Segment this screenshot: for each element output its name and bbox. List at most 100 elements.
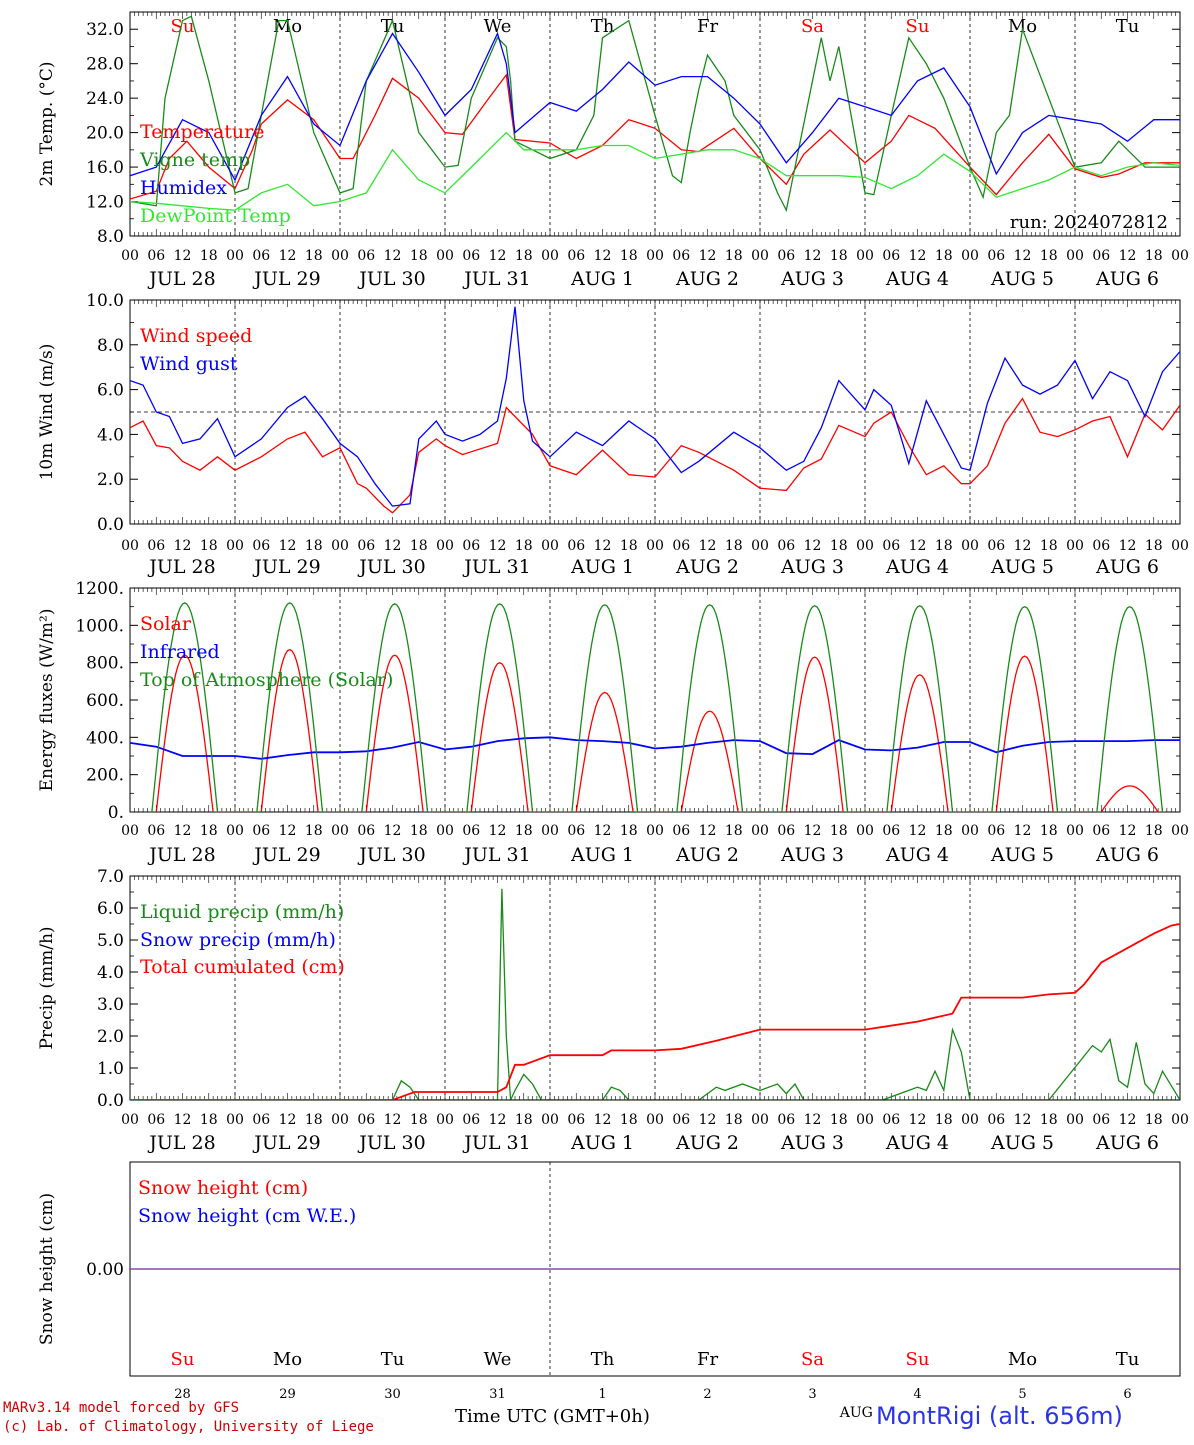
hour-label: 00	[961, 248, 979, 264]
y-axis-label: Energy fluxes (W/m²)	[37, 609, 57, 792]
hour-label: 06	[147, 1112, 165, 1128]
hour-label: 00	[226, 823, 244, 839]
hour-label: 00	[436, 248, 454, 264]
series-line-total-cumulated-cm-	[130, 923, 1180, 1100]
day-number-label: 2	[703, 1387, 711, 1402]
hour-label: 00	[541, 248, 559, 264]
date-label: AUG 6	[1095, 1132, 1159, 1154]
hour-label: 06	[987, 538, 1005, 554]
y-tick-label: 400.	[86, 728, 124, 748]
hour-label: 12	[594, 823, 612, 839]
weekday-label: Mo	[273, 1349, 302, 1370]
hour-label: 00	[646, 538, 664, 554]
hour-label: 00	[751, 823, 769, 839]
y-tick-label: 800.	[86, 654, 124, 674]
hour-label: 12	[909, 1112, 927, 1128]
hour-label: 00	[331, 538, 349, 554]
weekday-label: Sa	[801, 16, 824, 37]
y-axis-label: 10m Wind (m/s)	[37, 344, 57, 481]
day-number-label: 29	[279, 1387, 296, 1402]
hour-label: 12	[699, 823, 717, 839]
hour-label: 06	[1092, 538, 1110, 554]
hour-label: 18	[830, 538, 848, 554]
hour-label: 12	[804, 248, 822, 264]
hour-label: 00	[1171, 823, 1189, 839]
hour-label: 12	[279, 538, 297, 554]
hour-label: 12	[384, 248, 402, 264]
hour-label: 06	[252, 823, 270, 839]
date-label: AUG 5	[990, 844, 1054, 866]
y-tick-label: 600.	[86, 691, 124, 711]
weekday-label: Su	[906, 1349, 930, 1370]
weekday-label: Su	[171, 1349, 195, 1370]
hour-label: 00	[541, 1112, 559, 1128]
hour-label: 00	[1066, 1112, 1084, 1128]
panel-1: 8.0 12.0 16.0 20.0 24.0 28.0 32.0 2m Temp. (°C)…	[37, 11, 1189, 290]
hour-label: 06	[672, 538, 690, 554]
y-tick-label: 0.00	[86, 1260, 124, 1280]
day-number-label: 6	[1123, 1387, 1131, 1402]
y-tick-label: 28.0	[86, 55, 124, 75]
hour-label: 06	[357, 248, 375, 264]
hour-label: 00	[751, 538, 769, 554]
hour-label: 18	[515, 1112, 533, 1128]
hour-label: 06	[882, 538, 900, 554]
hour-label: 06	[987, 823, 1005, 839]
legend-entry: Snow height (cm)	[138, 1177, 308, 1199]
hour-label: 06	[567, 538, 585, 554]
series-group	[130, 602, 1180, 812]
hour-label: 00	[121, 823, 139, 839]
weekday-label: Tu	[1116, 16, 1140, 37]
y-tick-label: 5.0	[97, 931, 124, 951]
y-tick-label: 12.0	[86, 193, 124, 213]
date-label: JUL 28	[147, 844, 215, 866]
hour-label: 12	[174, 823, 192, 839]
hour-label: 00	[226, 538, 244, 554]
hour-label: 18	[1040, 248, 1058, 264]
weekday-label: Th	[591, 16, 615, 37]
hour-label: 06	[567, 248, 585, 264]
panel-3: 0. 200. 400. 600. 800. 1000. 1200. Energy fluxe…	[37, 579, 1189, 866]
hour-label: 12	[699, 538, 717, 554]
hour-label: 00	[1066, 823, 1084, 839]
hour-label: 18	[305, 1112, 323, 1128]
hour-label: 12	[1014, 1112, 1032, 1128]
hour-label: 00	[226, 1112, 244, 1128]
hour-label: 12	[804, 1112, 822, 1128]
hour-label: 00	[331, 1112, 349, 1128]
hour-label: 12	[804, 538, 822, 554]
hour-label: 00	[121, 1112, 139, 1128]
hour-label: 06	[252, 538, 270, 554]
hour-label: 00	[121, 538, 139, 554]
hour-label: 06	[252, 248, 270, 264]
hour-label: 00	[1171, 538, 1189, 554]
hour-label: 12	[699, 248, 717, 264]
series-line-infrared	[130, 736, 1180, 760]
legend-entry: Snow precip (mm/h)	[140, 929, 336, 951]
hour-label: 00	[121, 248, 139, 264]
weekday-label: Fr	[697, 1349, 718, 1370]
hour-label: 00	[1171, 1112, 1189, 1128]
date-label: JUL 31	[462, 556, 530, 578]
legend-entry: Humidex	[140, 177, 227, 199]
y-tick-label: 8.0	[97, 336, 124, 356]
hour-label: 12	[279, 823, 297, 839]
weekday-label: We	[484, 1349, 512, 1370]
weekday-label: Tu	[381, 16, 405, 37]
hour-label: 12	[489, 538, 507, 554]
hour-label: 18	[410, 1112, 428, 1128]
hour-label: 12	[909, 248, 927, 264]
y-tick-label: 6.0	[97, 899, 124, 919]
y-tick-label: 7.0	[97, 867, 124, 887]
plot-frame	[129, 11, 1181, 237]
y-tick-label: 0.0	[97, 515, 124, 535]
y-tick-label: 6.0	[97, 381, 124, 401]
hour-label: 18	[935, 538, 953, 554]
series-line-vigne-temp	[130, 15, 1180, 213]
hour-label: 18	[725, 823, 743, 839]
hour-label: 18	[515, 823, 533, 839]
hour-label: 06	[882, 823, 900, 839]
y-tick-label: 4.0	[97, 425, 124, 445]
hour-label: 12	[1119, 1112, 1137, 1128]
hour-label: 18	[200, 1112, 218, 1128]
